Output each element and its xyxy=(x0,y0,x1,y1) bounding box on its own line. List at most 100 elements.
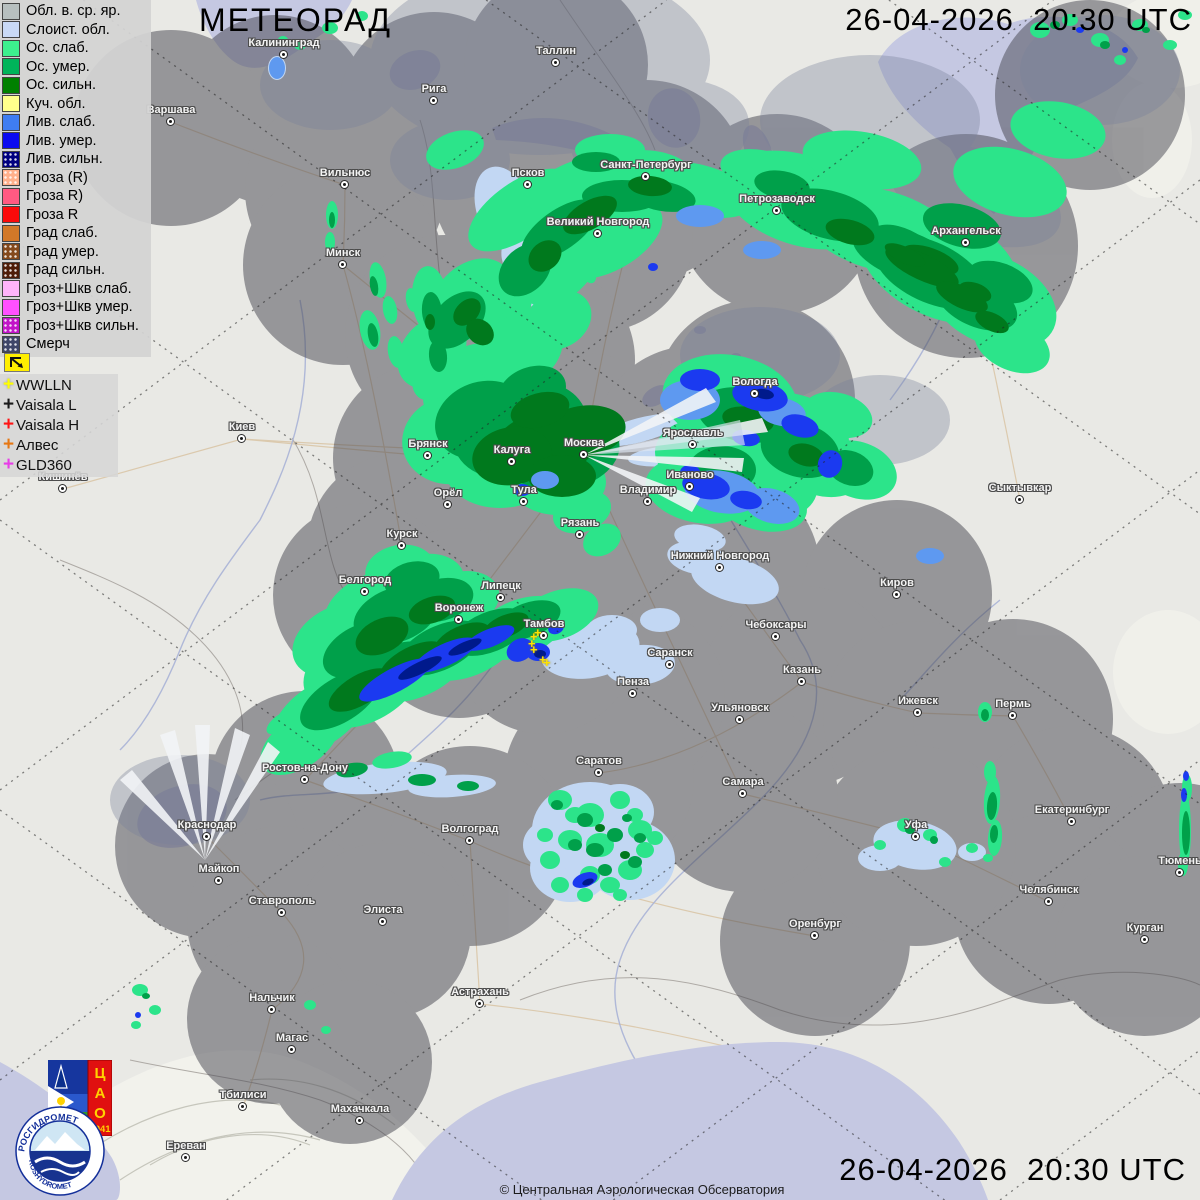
legend-swatch xyxy=(2,150,20,168)
legend-item: Гроз+Шкв слаб. xyxy=(2,280,151,299)
city-label: Пермь xyxy=(995,698,1031,710)
legend-swatch xyxy=(2,224,20,242)
city-label: Белгород xyxy=(338,574,392,586)
city-label: Рига xyxy=(421,83,447,95)
legend-swatch xyxy=(2,243,20,261)
svg-text:1941: 1941 xyxy=(89,1124,111,1135)
city-marker xyxy=(643,497,652,506)
city-label: Астрахань xyxy=(451,986,509,998)
svg-text:О: О xyxy=(94,1105,106,1122)
city-label: Ульяновск xyxy=(711,702,769,714)
city-marker xyxy=(202,832,211,841)
tornado-icon xyxy=(4,353,30,372)
legend-item: Слоист. обл. xyxy=(2,21,151,40)
spruce-icon xyxy=(54,1063,68,1089)
lightning-legend-item: + GLD360 xyxy=(1,455,118,475)
city-label: Ростов-на-Дону xyxy=(261,762,349,774)
city-marker xyxy=(1175,868,1184,877)
shower-heavy-layer xyxy=(398,388,774,886)
city-label: Краснодар xyxy=(177,819,237,831)
city-label: Ярославль xyxy=(662,427,724,439)
city-marker xyxy=(641,172,650,181)
city-marker xyxy=(1015,495,1024,504)
legend-label: Град сильн. xyxy=(26,262,106,279)
legend-swatch xyxy=(2,2,20,20)
svg-text:Ц: Ц xyxy=(95,1065,106,1082)
city-marker xyxy=(771,632,780,641)
city-marker xyxy=(539,631,548,640)
legend-swatch xyxy=(2,206,20,224)
city-marker xyxy=(797,677,806,686)
legend-label: Лив. умер. xyxy=(26,132,97,149)
legend-swatch xyxy=(2,187,20,205)
lightning-legend-label: Vaisala H xyxy=(16,416,80,434)
city-label: Курган xyxy=(1126,922,1164,934)
city-marker xyxy=(685,482,694,491)
legend-item: Куч. обл. xyxy=(2,95,151,114)
legend-label: Смерч xyxy=(26,336,70,353)
legend-swatch xyxy=(2,298,20,316)
city-marker xyxy=(575,530,584,539)
lightning-legend-label: Алвес xyxy=(16,436,59,454)
legend-item: Град сильн. xyxy=(2,261,151,280)
legend-swatch xyxy=(2,21,20,39)
city-label: Саратов xyxy=(576,755,622,767)
city-marker xyxy=(688,440,697,449)
legend-item: Гроз+Шкв умер. xyxy=(2,298,151,317)
lightning-legend-item: + Vaisala L xyxy=(1,395,118,415)
city-label: Ижевск xyxy=(898,695,938,707)
lightning-legend: + WWLLN + Vaisala L + Vaisala H + Алвес + GLD360 xyxy=(0,374,118,477)
city-marker xyxy=(772,206,781,215)
city-label: Нижний Новгород xyxy=(670,550,770,562)
city-label: Тула xyxy=(511,484,537,496)
wwlln-strike-icon: + xyxy=(539,652,547,667)
city-marker xyxy=(551,58,560,67)
city-marker xyxy=(267,1005,276,1014)
balloon-icon xyxy=(57,1097,65,1105)
city-marker xyxy=(423,451,432,460)
city-marker xyxy=(496,593,505,602)
legend-swatch xyxy=(2,58,20,76)
city-marker xyxy=(1044,897,1053,906)
legend-label: Град слаб. xyxy=(26,225,98,242)
city-label: Уфа xyxy=(904,819,928,831)
city-label: Брянск xyxy=(408,438,448,450)
legend-label: Лив. слаб. xyxy=(26,114,96,131)
legend-item: Ос. умер. xyxy=(2,58,151,77)
legend-swatch xyxy=(2,132,20,150)
lightning-cross-icon: + xyxy=(2,454,15,475)
legend-swatch xyxy=(2,76,20,94)
legend-item: Ос. сильн. xyxy=(2,76,151,95)
city-label: Воронеж xyxy=(434,602,484,614)
legend-item: Гроза (R) xyxy=(2,169,151,188)
city-label: Петрозаводск xyxy=(739,193,815,205)
legend-label: Гроза R xyxy=(26,206,79,223)
datetime-bottom: 26-04-2026 20:30 UTC xyxy=(839,1152,1186,1187)
city-marker xyxy=(750,389,759,398)
city-marker xyxy=(397,541,406,550)
legend-item: Гроз+Шкв сильн. xyxy=(2,317,151,336)
city-marker xyxy=(214,876,223,885)
city-marker xyxy=(579,450,588,459)
lightning-legend-item: + Vaisala H xyxy=(1,415,118,435)
city-marker xyxy=(181,1153,190,1162)
lightning-cross-icon: + xyxy=(2,414,15,435)
wave-icon xyxy=(34,1156,86,1168)
legend-label: Град умер. xyxy=(26,243,99,260)
city-marker xyxy=(378,917,387,926)
city-marker xyxy=(355,1116,364,1125)
city-marker xyxy=(810,931,819,940)
lightning-legend-label: WWLLN xyxy=(16,376,72,394)
legend-swatch xyxy=(2,95,20,113)
mountain-icon xyxy=(35,1132,85,1150)
datetime-top: 26-04-2026 20:30 UTC xyxy=(845,2,1192,37)
legend-swatch xyxy=(2,317,20,335)
svg-text:А: А xyxy=(95,1085,106,1102)
city-label: Архангельск xyxy=(931,225,1001,237)
city-marker xyxy=(523,180,532,189)
city-label: Тамбов xyxy=(523,618,565,630)
city-label: Иваново xyxy=(666,469,714,481)
roshydromet-logo: РОСГИДРОМЕТ ROSHYDROMET xyxy=(15,1106,105,1200)
